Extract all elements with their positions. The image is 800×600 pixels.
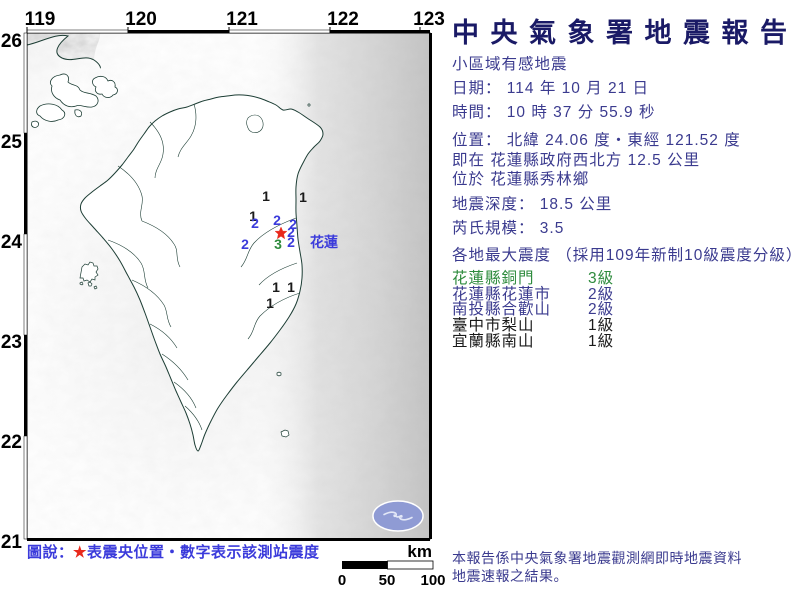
svg-text:1: 1: [299, 189, 307, 205]
svg-text:★: ★: [73, 544, 87, 561]
svg-text:表震央位置‧數字表示該測站震度: 表震央位置‧數字表示該測站震度: [87, 543, 320, 561]
svg-text:23: 23: [1, 332, 22, 353]
svg-text:本報告係中央氣象署地震觀測網即時地震資料: 本報告係中央氣象署地震觀測網即時地震資料: [452, 550, 742, 566]
svg-text:花蓮縣銅門: 花蓮縣銅門: [452, 269, 535, 287]
svg-text:即在 花蓮縣政府西北方 12.5 公里: 即在 花蓮縣政府西北方 12.5 公里: [452, 151, 700, 169]
svg-text:122: 122: [327, 9, 359, 30]
svg-text:位於 花蓮縣秀林鄉: 位於 花蓮縣秀林鄉: [452, 170, 589, 188]
svg-text:位置： 北緯 24.06 度‧東經 121.52 度: 位置： 北緯 24.06 度‧東經 121.52 度: [452, 131, 741, 149]
svg-text:圖說：: 圖說：: [27, 543, 74, 561]
svg-text:1: 1: [262, 188, 270, 204]
svg-text:南投縣合歡山: 南投縣合歡山: [452, 300, 551, 318]
svg-text:1: 1: [287, 279, 295, 295]
svg-text:3: 3: [274, 236, 282, 252]
svg-text:24: 24: [1, 232, 23, 253]
svg-text:1級: 1級: [588, 332, 614, 350]
svg-text:臺中市梨山: 臺中市梨山: [452, 316, 535, 334]
svg-text:21: 21: [1, 532, 23, 553]
svg-text:25: 25: [1, 132, 23, 153]
svg-text:22: 22: [1, 432, 22, 453]
svg-text:各地最大震度 （採用109年新制10級震度分級）: 各地最大震度 （採用109年新制10級震度分級）: [452, 246, 800, 264]
svg-text:地震速報之結果。: 地震速報之結果。: [452, 568, 568, 584]
svg-text:1級: 1級: [588, 316, 614, 334]
svg-text:地震深度： 18.5 公里: 地震深度： 18.5 公里: [452, 195, 612, 213]
svg-text:花蓮: 花蓮: [310, 234, 338, 250]
svg-text:日期： 114 年 10 月 21 日: 日期： 114 年 10 月 21 日: [452, 79, 649, 97]
svg-text:芮氏規模： 3.5: 芮氏規模： 3.5: [452, 219, 564, 237]
svg-text:2: 2: [241, 236, 249, 252]
svg-text:120: 120: [125, 9, 157, 30]
svg-text:100: 100: [420, 572, 445, 589]
svg-text:2: 2: [287, 234, 295, 250]
svg-text:119: 119: [25, 9, 56, 30]
svg-text:121: 121: [226, 9, 258, 30]
svg-text:2: 2: [273, 212, 281, 228]
svg-text:1: 1: [272, 279, 280, 295]
svg-text:3級: 3級: [588, 269, 614, 287]
svg-text:1: 1: [266, 295, 274, 311]
svg-text:0: 0: [338, 572, 346, 589]
svg-text:2: 2: [251, 215, 259, 231]
svg-text:km: km: [407, 542, 432, 561]
svg-text:2級: 2級: [588, 300, 614, 318]
svg-text:小區域有感地震: 小區域有感地震: [452, 55, 568, 73]
svg-text:時間： 10 時 37 分 55.9 秒: 時間： 10 時 37 分 55.9 秒: [452, 103, 656, 121]
svg-text:宜蘭縣南山: 宜蘭縣南山: [452, 332, 535, 350]
svg-text:123: 123: [413, 9, 445, 30]
svg-text:50: 50: [379, 572, 396, 589]
svg-text:26: 26: [1, 31, 22, 52]
svg-text:中 央 氣 象 署 地 震 報 告: 中 央 氣 象 署 地 震 報 告: [452, 17, 789, 48]
